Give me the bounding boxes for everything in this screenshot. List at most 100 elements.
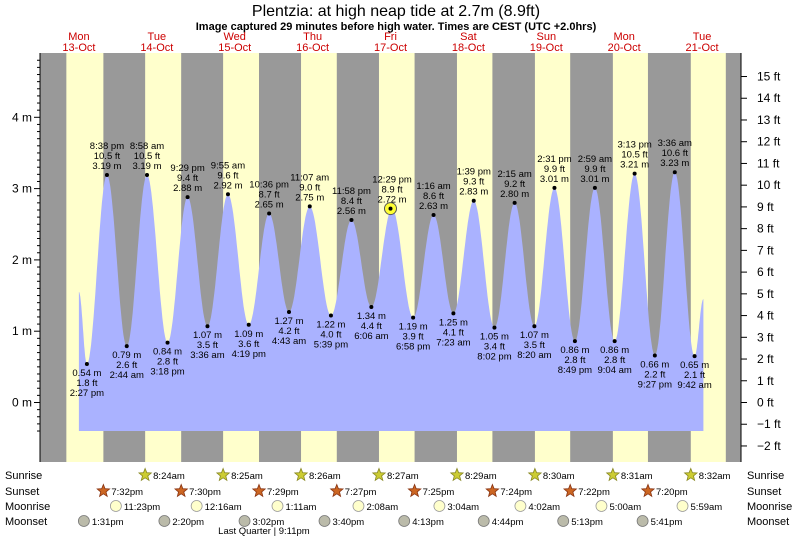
sunset-time-label: 7:25pm [423,487,455,498]
left-axis-tick-label: 1 m [12,324,32,338]
moonrise-icon [514,500,527,512]
event-row-label-left: Moonrise [5,501,50,513]
sunset-icon [329,483,345,498]
low-tide-time-label: 9:27 pm [638,379,672,390]
low-tide-time-label: 5:39 pm [314,340,348,351]
low-tide-m-label: 1.07 m [193,330,222,341]
high-tide-m-label: 3.19 m [92,161,121,172]
moonset-time-label: 2:20pm [172,517,204,528]
tide-extreme-point [411,315,416,320]
high-tide-ft-label: 9.9 ft [584,164,605,175]
high-tide-ft-label: 9.4 ft [177,173,198,184]
moonrise-time-label: 1:11am [285,502,316,513]
high-tide-m-label: 3.01 m [580,174,609,185]
day-name-label: Mon [68,31,89,43]
moonset-time-label: 4:13pm [412,517,444,528]
sunrise-time-label: 8:26am [309,471,341,482]
right-axis-tick-label: 9 ft [757,200,774,214]
moonset-icon [636,515,649,527]
high-tide-ft-label: 10.5 ft [134,151,161,162]
tide-extreme-point [692,354,697,359]
high-tide-ft-label: 9.0 ft [299,182,320,193]
axes: 0 m 1 m 2 m 3 m 4 m −2 ft −1 ft 0 ft 1 ft 2 ft 3 f… [12,53,781,462]
right-axis-tick-label: 10 ft [757,178,781,192]
high-tide-ft-label: 8.7 ft [259,190,280,201]
sunrise-icon [527,467,543,482]
moonset-icon [77,515,90,527]
moonrise-icon [352,500,365,512]
sunrise-time-label: 8:27am [387,471,419,482]
low-tide-time-label: 6:58 pm [396,342,430,353]
low-tide-ft-label: 2.1 ft [684,370,705,381]
high-tide-time-label: 2:59 am [578,154,612,165]
tide-extreme-point [349,217,354,222]
day-date-label: 17-Oct [374,42,407,54]
moonrise-time-label: 3:04am [447,502,479,513]
high-tide-ft-label: 8.9 ft [381,185,402,196]
tide-extreme-point [307,204,312,209]
tide-extreme-point [632,171,637,176]
day-name-label: Sun [536,31,556,43]
high-tide-ft-label: 9.6 ft [217,170,238,181]
night-band [40,53,67,462]
high-tide-ft-label: 9.2 ft [504,179,525,190]
tide-extreme-point [492,325,497,330]
current-level-marker [384,202,397,216]
low-tide-ft-label: 2.6 ft [116,360,137,371]
low-tide-m-label: 0.84 m [153,347,182,358]
high-tide-m-label: 3.23 m [660,158,689,169]
moonrise-time-label: 2:08am [366,502,398,513]
low-tide-m-label: 0.65 m [680,360,709,371]
low-tide-ft-label: 3.6 ft [238,339,259,350]
low-tide-m-label: 0.86 m [600,345,629,356]
sunset-icon [96,483,111,498]
high-tide-ft-label: 10.5 ft [621,150,648,161]
sunset-time-label: 7:32pm [111,487,143,498]
low-tide-time-label: 8:49 pm [558,365,592,376]
tide-extreme-point [267,211,272,216]
sunrise-time-label: 8:31am [621,471,653,482]
low-tide-m-label: 1.25 m [439,317,468,328]
event-row-label-right: Sunset [747,486,781,498]
sunrise-icon [137,467,153,482]
moonset-icon [318,515,331,527]
moonrise-time-label: 12:16am [205,502,242,513]
day-name-label: Wed [224,31,246,43]
low-tide-ft-label: 4.0 ft [320,330,341,341]
tide-extreme-point [144,173,149,178]
moonset-time-label: 5:13pm [571,517,603,528]
low-tide-ft-label: 3.5 ft [197,340,218,351]
sunset-icon [640,483,656,498]
tide-extreme-point [512,200,517,205]
tide-extreme-point [431,212,436,217]
tide-extreme-point [104,173,109,178]
sunset-icon [173,483,189,498]
high-tide-time-label: 11:07 am [290,172,329,183]
moonrise-icon [433,500,446,512]
high-tide-time-label: 1:16 am [416,181,450,192]
tide-extreme-point [572,339,577,344]
tide-extreme-point [451,311,456,316]
moonrise-icon [271,500,284,512]
sunrise-icon [449,467,465,482]
sunrise-time-label: 8:32am [699,471,731,482]
sunrise-icon [683,467,699,482]
low-tide-m-label: 0.86 m [560,345,589,356]
low-tide-time-label: 8:20 am [517,350,551,361]
right-axis-tick-label: −1 ft [757,417,781,431]
right-axis-tick-label: 12 ft [757,135,781,149]
moonrise-time-label: 5:00am [609,502,641,513]
high-tide-time-label: 2:31 pm [537,154,571,165]
tide-extreme-point [124,344,129,349]
right-axis-tick-label: 13 ft [757,113,781,127]
day-date-label: 19-Oct [530,42,563,54]
right-axis-tick-label: 11 ft [757,156,780,170]
low-tide-time-label: 8:02 pm [477,352,511,363]
moonset-time-label: 4:44pm [492,517,524,528]
day-name-label: Fri [384,31,397,43]
moonset-icon [238,515,251,527]
right-axis-tick-label: 0 ft [757,396,774,410]
low-tide-ft-label: 2.8 ft [564,355,585,366]
moonset-time-label: 5:41pm [651,517,683,528]
high-tide-time-label: 2:15 am [497,169,531,180]
